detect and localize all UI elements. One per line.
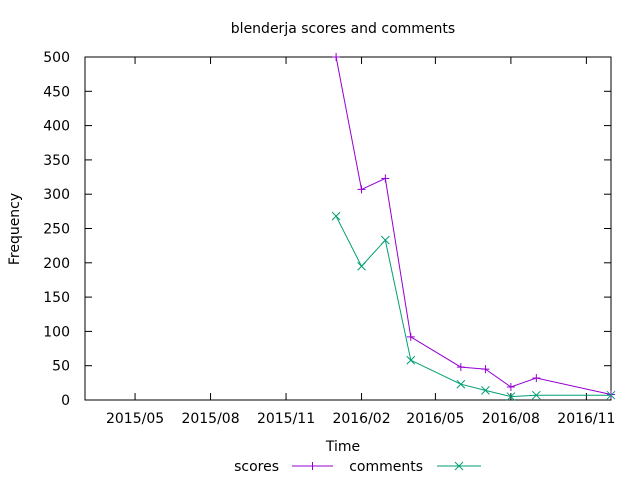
chart-title: blenderja scores and comments [231, 21, 455, 37]
x-tick-label: 2016/02 [332, 411, 390, 427]
data-point [357, 185, 366, 194]
x-tick-label: 2016/11 [557, 411, 615, 427]
legend: scores comments [234, 459, 481, 475]
y-tick-label: 100 [43, 324, 70, 340]
y-tick-label: 400 [43, 119, 70, 135]
y-tick-label: 200 [43, 256, 70, 272]
data-point [406, 355, 416, 365]
legend-marker-comments [454, 461, 464, 471]
series-scores [332, 53, 615, 399]
y-tick-label: 450 [43, 84, 70, 100]
data-point [456, 363, 465, 372]
series-line-scores [335, 56, 612, 395]
data-point [456, 379, 466, 389]
series-line-comments [335, 215, 611, 398]
x-tick-label: 2015/11 [257, 411, 315, 427]
legend-label-comments: comments [349, 459, 423, 475]
data-point [481, 365, 490, 374]
x-tick-label: 2016/05 [406, 411, 464, 427]
y-tick-label: 150 [43, 290, 70, 306]
y-axis: 0 50 100 150 200 250 300 350 400 450 500 [43, 50, 611, 409]
data-point [357, 261, 366, 271]
y-axis-label: Frequency [7, 193, 23, 265]
legend-marker-scores [308, 462, 317, 470]
data-point [380, 235, 390, 245]
y-tick-label: 0 [61, 393, 70, 409]
x-tick-label: 2016/08 [482, 411, 540, 427]
plot-border [84, 56, 612, 401]
y-tick-label: 250 [43, 222, 70, 238]
y-tick-label: 350 [43, 153, 70, 169]
y-tick-label: 500 [43, 50, 70, 66]
data-point [332, 53, 341, 61]
data-point [406, 332, 415, 341]
x-axis-label: Time [325, 439, 360, 455]
series-layer [331, 53, 616, 401]
data-point [331, 211, 341, 221]
data-point [606, 390, 616, 400]
x-tick-label: 2015/08 [181, 411, 239, 427]
legend-label-scores: scores [234, 459, 279, 475]
plot-area [84, 56, 612, 401]
data-point [506, 382, 515, 391]
y-tick-label: 50 [52, 359, 70, 375]
series-comments [331, 211, 616, 401]
y-tick-label: 300 [43, 187, 70, 203]
data-point [481, 386, 490, 395]
data-point [506, 392, 516, 401]
data-point [381, 174, 390, 183]
data-point [531, 390, 541, 400]
data-point [532, 374, 541, 383]
x-tick-label: 2015/05 [106, 411, 164, 427]
x-axis: 2015/05 2015/08 2015/11 2016/02 2016/05 2016/… [106, 57, 615, 427]
